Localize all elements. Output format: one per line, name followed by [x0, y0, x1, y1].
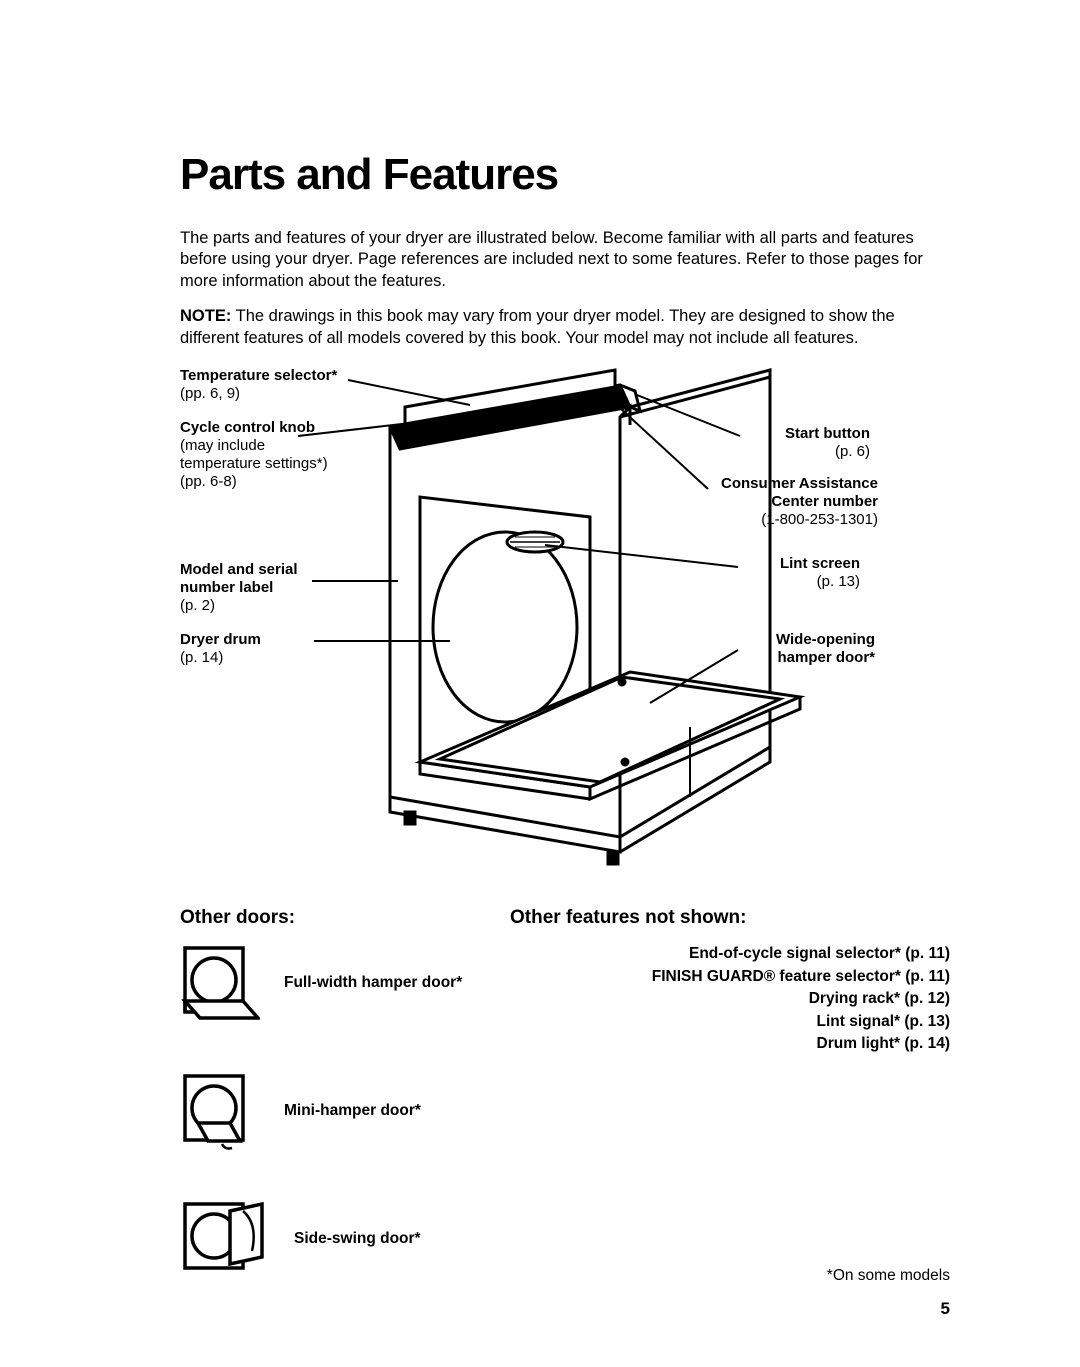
note-label: NOTE: [180, 307, 231, 325]
callout-temperature-selector: Temperature selector*(pp. 6, 9) [180, 367, 360, 403]
full-width-hamper-icon [180, 943, 260, 1023]
footnote-on-some-models: *On some models [827, 1267, 950, 1285]
feature-item: FINISH GUARD® feature selector* (p. 11) [510, 966, 950, 988]
other-features-heading: Other features not shown: [510, 907, 950, 929]
callout-hamper-door: Wide-opening hamper door* [735, 631, 875, 667]
features-list: End-of-cycle signal selector* (p. 11) FI… [510, 943, 950, 1055]
other-doors-heading: Other doors: [180, 907, 480, 929]
feature-item: Lint signal* (p. 13) [510, 1011, 950, 1033]
mini-hamper-icon [180, 1071, 260, 1151]
callout-model-serial: Model and serial number label(p. 2) [180, 561, 335, 615]
callout-consumer-assistance: Consumer Assistance Center number(1-800-… [688, 475, 878, 529]
page-title: Parts and Features [180, 150, 980, 200]
door-item-mini-hamper: Mini-hamper door* [180, 1071, 480, 1151]
door-label: Side-swing door* [294, 1230, 421, 1248]
page-number: 5 [941, 1299, 950, 1319]
callout-cycle-knob: Cycle control knob(may include temperatu… [180, 419, 330, 491]
feature-item: End-of-cycle signal selector* (p. 11) [510, 943, 950, 965]
note-paragraph: NOTE: The drawings in this book may vary… [180, 306, 930, 349]
callout-dryer-drum: Dryer drum(p. 14) [180, 631, 330, 667]
callout-start-button: Start button(p. 6) [740, 425, 870, 461]
callout-lint-screen: Lint screen(p. 13) [740, 555, 860, 591]
door-item-full-width: Full-width hamper door* [180, 943, 480, 1023]
intro-paragraph-1: The parts and features of your dryer are… [180, 228, 930, 292]
door-item-side-swing: Side-swing door* [180, 1199, 480, 1279]
feature-item: Drying rack* (p. 12) [510, 988, 950, 1010]
side-swing-icon [180, 1199, 270, 1279]
note-text: The drawings in this book may vary from … [180, 307, 895, 346]
feature-item: Drum light* (p. 14) [510, 1033, 950, 1055]
door-label: Mini-hamper door* [284, 1102, 421, 1120]
door-label: Full-width hamper door* [284, 974, 462, 992]
dryer-diagram: Temperature selector*(pp. 6, 9) Cycle co… [180, 363, 980, 893]
